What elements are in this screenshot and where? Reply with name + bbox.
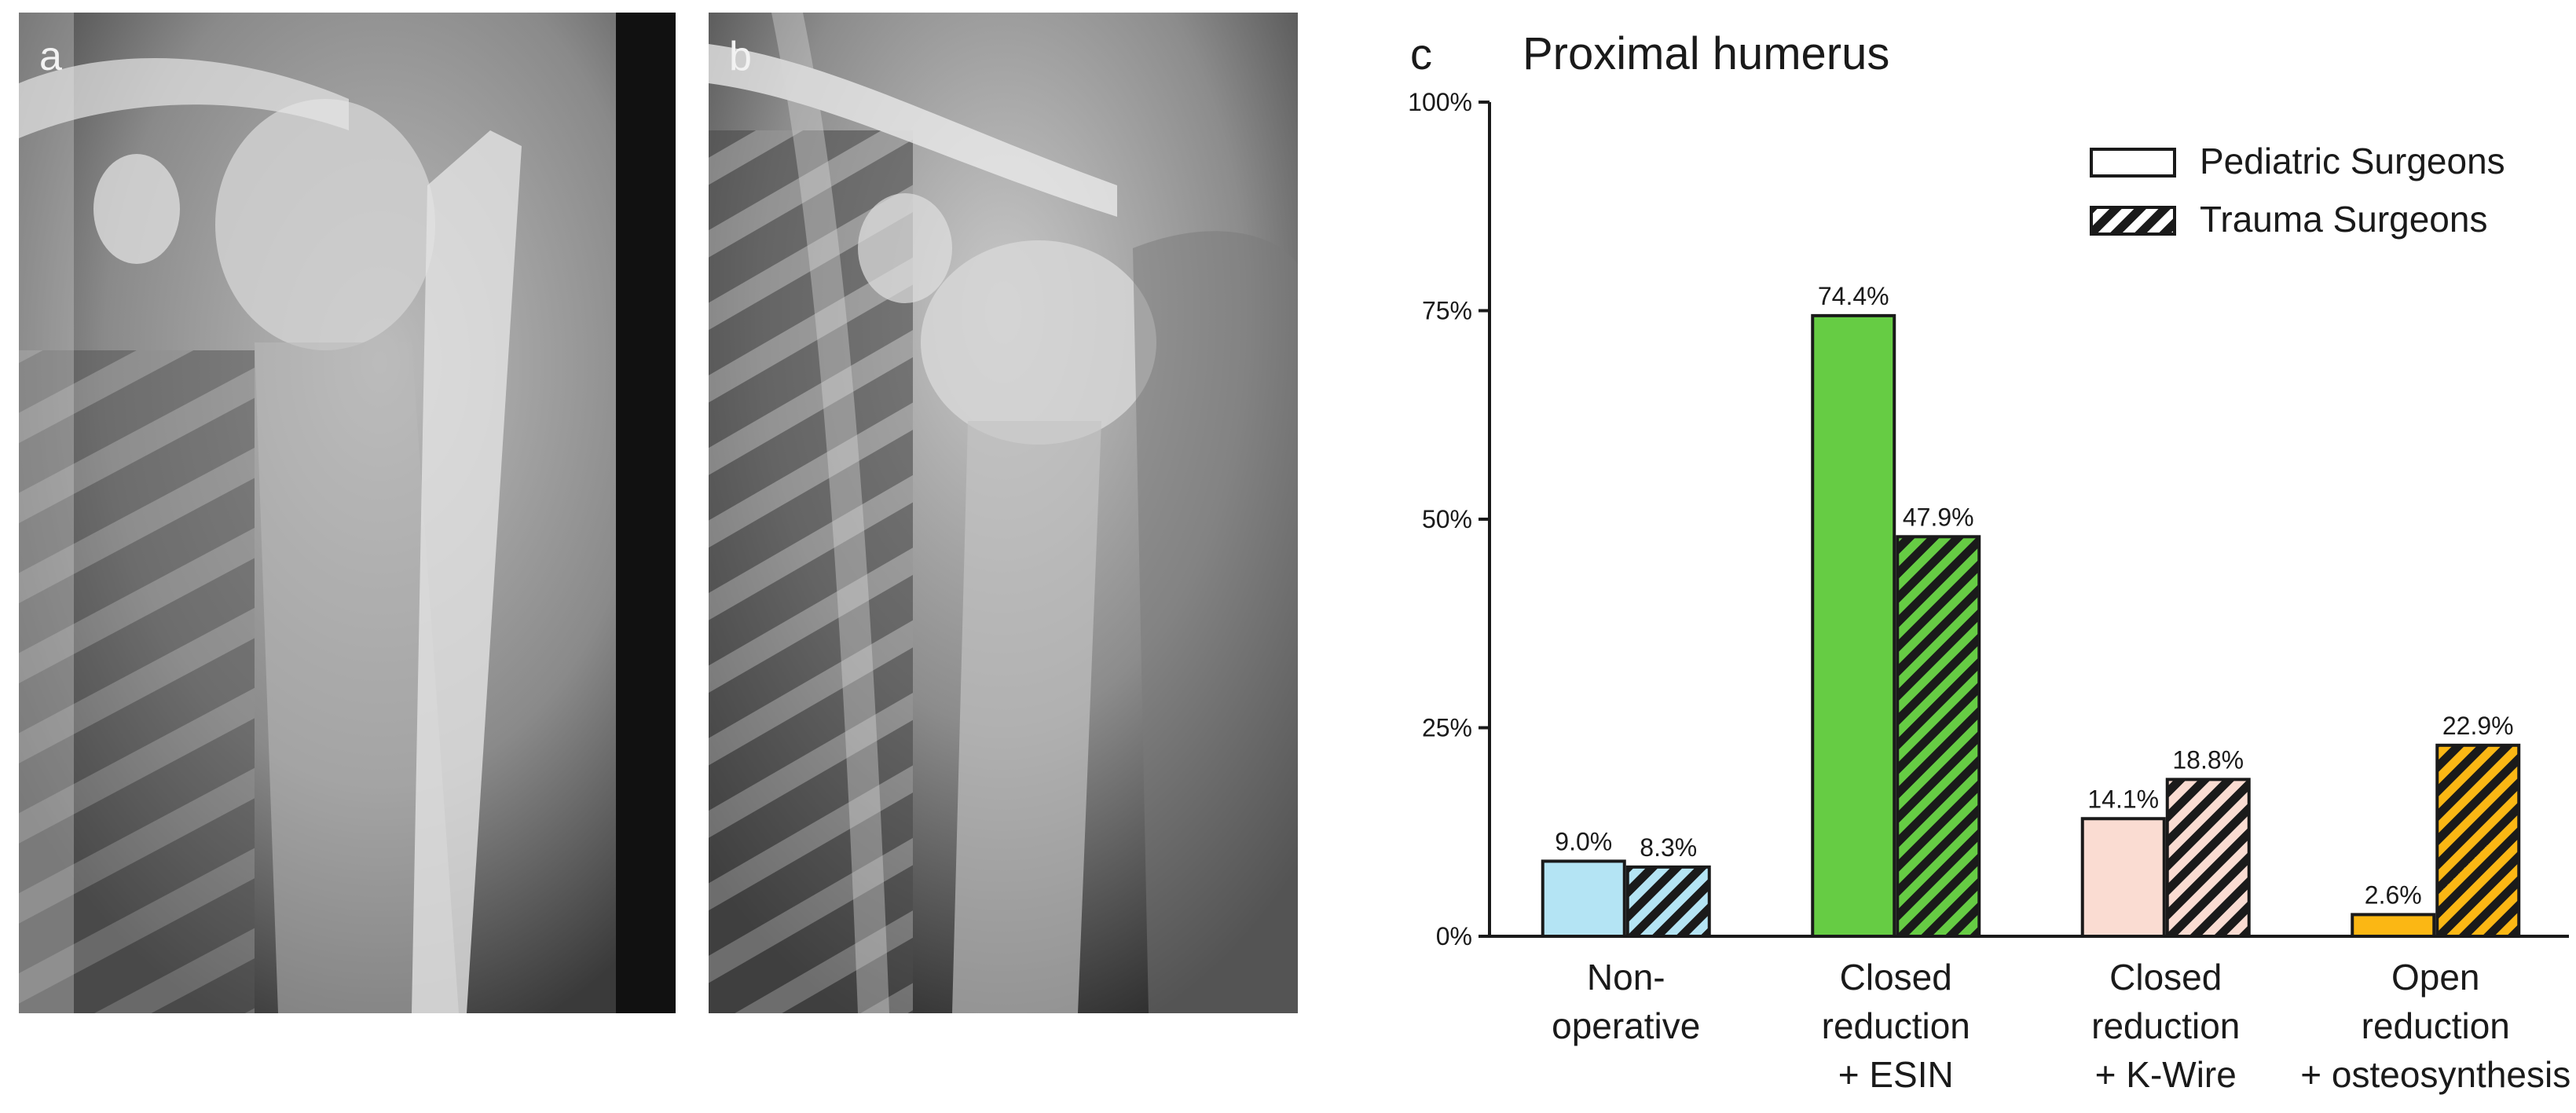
bar-trauma-0 <box>1625 865 1711 938</box>
data-label-trauma-2: 18.8% <box>2172 745 2244 774</box>
category-label-1: reduction <box>1822 1005 1970 1046</box>
data-label-trauma-3: 22.9% <box>2442 712 2514 740</box>
bar-pediatric-0 <box>1541 859 1626 939</box>
legend: Pediatric Surgeons Trauma Surgeons <box>2090 141 2505 240</box>
bar-pediatric-1 <box>1811 313 1896 938</box>
category-label-1: Closed <box>1840 957 1952 998</box>
y-tick-label: 50% <box>1422 505 1472 533</box>
data-label-trauma-1: 47.9% <box>1903 503 1974 531</box>
data-label-trauma-0: 8.3% <box>1640 833 1697 862</box>
category-label-3: Open <box>2391 957 2480 998</box>
category-label-0: Non- <box>1587 957 1665 998</box>
category-label-0: operative <box>1552 1005 1700 1046</box>
xray-panel-a <box>19 13 676 1013</box>
bar-trauma-2 <box>2165 778 2251 938</box>
bar-pediatric-3 <box>2351 913 2436 938</box>
panel-label-c: c <box>1410 29 1432 79</box>
data-label-pediatric-3: 2.6% <box>2365 881 2422 909</box>
legend-label-pediatric: Pediatric Surgeons <box>2200 141 2505 181</box>
chart-title: Proximal humerus <box>1523 28 1889 79</box>
category-label-3: reduction <box>2362 1005 2510 1046</box>
legend-swatch-trauma <box>2090 206 2176 236</box>
y-tick-label: 25% <box>1422 714 1472 742</box>
panel-label-b: b <box>729 34 752 79</box>
category-label-2: Closed <box>2109 957 2222 998</box>
category-label-2: + K-Wire <box>2095 1054 2237 1095</box>
y-tick-label: 100% <box>1408 88 1472 116</box>
data-label-pediatric-1: 74.4% <box>1818 282 1889 310</box>
bar-trauma-3 <box>2435 743 2521 938</box>
bar-chart: c Proximal humerus 0% 25% 50% 75% 100% 9.0% 8… <box>1408 28 2571 1095</box>
y-tick-label: 75% <box>1422 297 1472 325</box>
xray-panel-b <box>709 13 1298 1013</box>
legend-swatch-pediatric <box>2090 148 2176 178</box>
category-label-1: + ESIN <box>1838 1054 1954 1095</box>
bar-trauma-1 <box>1896 535 1981 938</box>
category-label-2: reduction <box>2091 1005 2240 1046</box>
data-label-pediatric-0: 9.0% <box>1555 827 1612 855</box>
y-axis: 0% 25% 50% 75% 100% <box>1408 88 1491 950</box>
data-label-pediatric-2: 14.1% <box>2087 785 2159 813</box>
legend-label-trauma: Trauma Surgeons <box>2200 199 2487 240</box>
category-label-3: + osteosynthesis <box>2300 1054 2571 1095</box>
y-tick-label: 0% <box>1436 922 1472 950</box>
panel-label-a: a <box>39 34 62 79</box>
bar-pediatric-2 <box>2080 817 2166 939</box>
